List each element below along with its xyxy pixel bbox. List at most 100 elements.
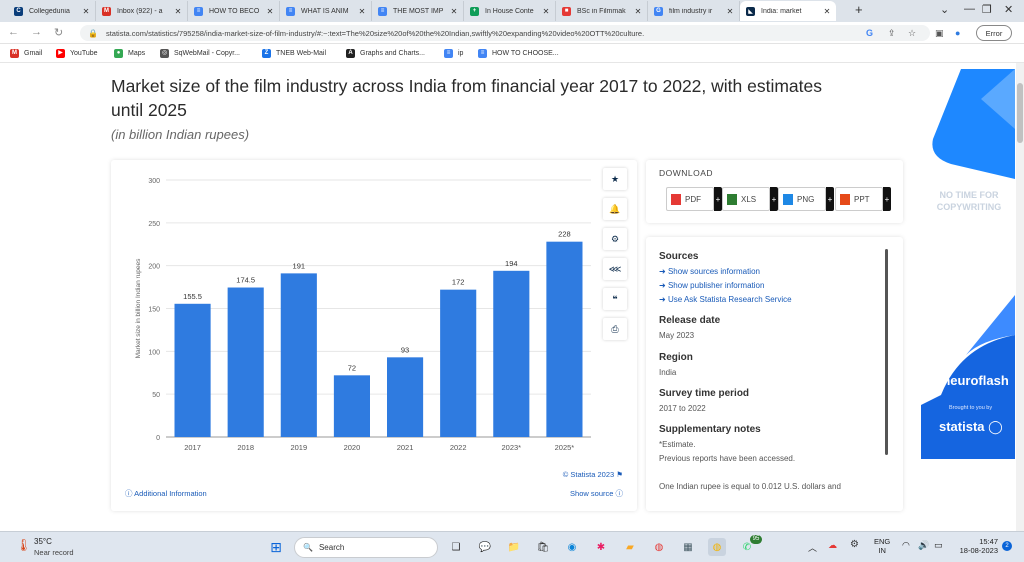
tab-close-icon[interactable]: ✕ [450, 6, 458, 16]
download-label: PDF [685, 194, 701, 204]
tab-close-icon[interactable]: ✕ [82, 6, 90, 16]
tray-chevron-icon[interactable]: ︿ [808, 543, 818, 553]
publisher-link[interactable]: ➜ Show publisher information [659, 281, 765, 290]
print-icon[interactable]: ⎙ [603, 318, 627, 340]
close-window-button[interactable]: ✕ [1004, 4, 1014, 16]
restore-button[interactable]: ❐ [982, 4, 992, 16]
sources-link[interactable]: ➜ Show sources information [659, 267, 760, 276]
whatsapp-icon[interactable]: ✆ [742, 541, 752, 553]
bookmark-item[interactable]: Z TNEB Web-Mail [262, 49, 326, 58]
tab-close-icon[interactable]: ✕ [542, 6, 550, 16]
chrome-active-icon[interactable]: ◍ [708, 538, 726, 556]
favorite-star-icon[interactable]: ★ [603, 168, 627, 190]
share-icon[interactable]: ⇪ [888, 28, 896, 38]
wifi-icon[interactable]: ◠ [902, 540, 910, 550]
sticky-notes-icon[interactable]: ▰ [626, 541, 634, 553]
advertisement-banner[interactable]: NO TIME FOR COPYWRITING [921, 69, 1015, 286]
bookmark-item[interactable]: A Graphs and Charts... [346, 49, 425, 58]
google-lens-icon[interactable]: G [866, 28, 874, 38]
file-explorer-icon[interactable]: 📁 [507, 541, 521, 553]
browser-tab[interactable]: ≡ HOW TO BECO ✕ [188, 1, 280, 21]
settings-gear-icon[interactable]: ⚙ [603, 228, 627, 250]
windows-start-icon[interactable]: ⊞ [270, 538, 282, 555]
y-tick-label: 50 [152, 392, 160, 399]
download-plus-icon[interactable]: + [770, 187, 778, 211]
bookmark-icon: ▶ [56, 49, 65, 58]
bookmark-item[interactable]: ● Maps [114, 49, 145, 58]
browser-tab[interactable]: ≡ WHAT IS ANIM ✕ [280, 1, 372, 21]
download-xls-button[interactable]: XLS [722, 187, 770, 211]
reload-icon[interactable]: ↻ [54, 27, 64, 39]
page-title: Market size of the film industry across … [111, 76, 823, 120]
page-scrollbar[interactable] [1016, 63, 1024, 531]
error-button[interactable]: Error [976, 25, 1012, 41]
additional-info-link[interactable]: ⓘ Additional Information [125, 489, 207, 498]
cite-quote-icon[interactable]: ❝ [603, 288, 627, 310]
tab-favicon-icon: ■ [562, 6, 571, 16]
tab-title: BSc in Filmmak [577, 7, 626, 15]
chrome-icon[interactable]: ◍ [654, 541, 664, 553]
notification-center-icon[interactable]: 2 [1002, 541, 1012, 551]
browser-tab[interactable]: C Collegedunia ✕ [8, 1, 96, 21]
profile-icon[interactable]: ● [955, 28, 961, 38]
show-source-link[interactable]: Show source ⓘ [570, 489, 623, 498]
sidepanel-icon[interactable]: ▣ [935, 28, 944, 38]
browser-tab[interactable]: ≡ THE MOST IMP ✕ [372, 1, 464, 21]
back-icon[interactable]: ← [8, 26, 19, 38]
tray-app-icon[interactable]: ☁ [828, 540, 837, 550]
new-tab-button[interactable]: + [855, 2, 863, 17]
store-icon[interactable]: 🛍 [536, 541, 550, 553]
task-view-icon[interactable]: ❑ [451, 541, 461, 553]
advertisement-banner[interactable]: ⁂neuroflash Brought to you by statista ◯ [921, 295, 1015, 459]
bookmark-item[interactable]: ◎ SqWebMail - Copyr... [160, 49, 240, 58]
browser-tab[interactable]: + In House Conte ✕ [464, 1, 556, 21]
tab-close-icon[interactable]: ✕ [634, 6, 642, 16]
notification-bell-icon[interactable]: 🔔 [603, 198, 627, 220]
bookmark-item[interactable]: M Gmail [10, 49, 42, 58]
bookmark-item[interactable]: ≡ HOW TO CHOOSE... [478, 49, 559, 58]
language-indicator[interactable]: ENG IN [874, 537, 891, 555]
info-scrollbar[interactable] [885, 249, 888, 455]
y-tick-label: 300 [148, 178, 160, 185]
window-chevron-icon[interactable]: ⌄ [940, 4, 950, 16]
browser-tab[interactable]: ◣ India: market ✕ [740, 1, 836, 21]
tray-settings-icon[interactable]: ⚙ [850, 539, 859, 550]
weather-status[interactable]: Near record [34, 548, 74, 557]
battery-icon[interactable]: ▭ [934, 540, 943, 550]
edge-icon[interactable]: ◉ [567, 541, 577, 553]
bar-value-label: 174.5 [236, 276, 255, 285]
chart-card: 0 50 100 150 200 250 300 Market size in billion… [111, 160, 637, 511]
tab-close-icon[interactable]: ✕ [266, 6, 274, 16]
download-png-button[interactable]: PNG [778, 187, 826, 211]
weather-temp[interactable]: 35°C [34, 537, 52, 546]
page-scrollbar-thumb[interactable] [1017, 83, 1023, 143]
url-field[interactable]: 🔒 statista.com/statistics/795258/india-m… [80, 25, 930, 41]
bookmark-star-icon[interactable]: ☆ [908, 28, 917, 38]
minimize-button[interactable]: — [964, 3, 975, 15]
browser-tab[interactable]: ■ BSc in Filmmak ✕ [556, 1, 648, 21]
slack-icon[interactable]: ✱ [596, 541, 606, 553]
tab-close-icon[interactable]: ✕ [174, 6, 182, 16]
volume-icon[interactable]: 🔊 [918, 540, 930, 550]
share-icon[interactable]: ⋘ [603, 258, 627, 280]
browser-tab[interactable]: M Inbox (922) - a ✕ [96, 1, 188, 21]
download-plus-icon[interactable]: + [826, 187, 834, 211]
taskbar-search-box[interactable]: 🔍 Search [294, 537, 438, 558]
teams-chat-icon[interactable]: 💬 [478, 541, 492, 553]
research-service-link[interactable]: ➜ Use Ask Statista Research Service [659, 295, 792, 304]
bookmark-item[interactable]: ▶ YouTube [56, 49, 98, 58]
download-plus-icon[interactable]: + [714, 187, 722, 211]
tab-close-icon[interactable]: ✕ [726, 6, 734, 16]
y-axis-label: Market size in billion Indian rupees [135, 258, 142, 358]
statista-copyright-link[interactable]: © Statista 2023 ⚑ [562, 470, 623, 479]
tab-close-icon[interactable]: ✕ [823, 6, 831, 16]
download-plus-icon[interactable]: + [883, 187, 891, 211]
bookmark-item[interactable]: ≡ ip [444, 49, 463, 58]
download-ppt-button[interactable]: PPT [835, 187, 883, 211]
tab-close-icon[interactable]: ✕ [358, 6, 366, 16]
calculator-icon[interactable]: ▦ [683, 541, 693, 553]
download-pdf-button[interactable]: PDF [666, 187, 714, 211]
clock[interactable]: 15:47 18-08-2023 [959, 537, 998, 555]
forward-icon[interactable]: → [31, 26, 42, 38]
